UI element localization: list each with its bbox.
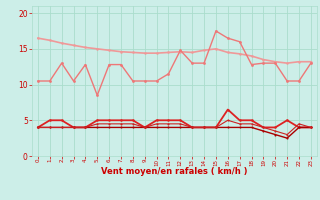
X-axis label: Vent moyen/en rafales ( km/h ): Vent moyen/en rafales ( km/h ) [101, 167, 248, 176]
